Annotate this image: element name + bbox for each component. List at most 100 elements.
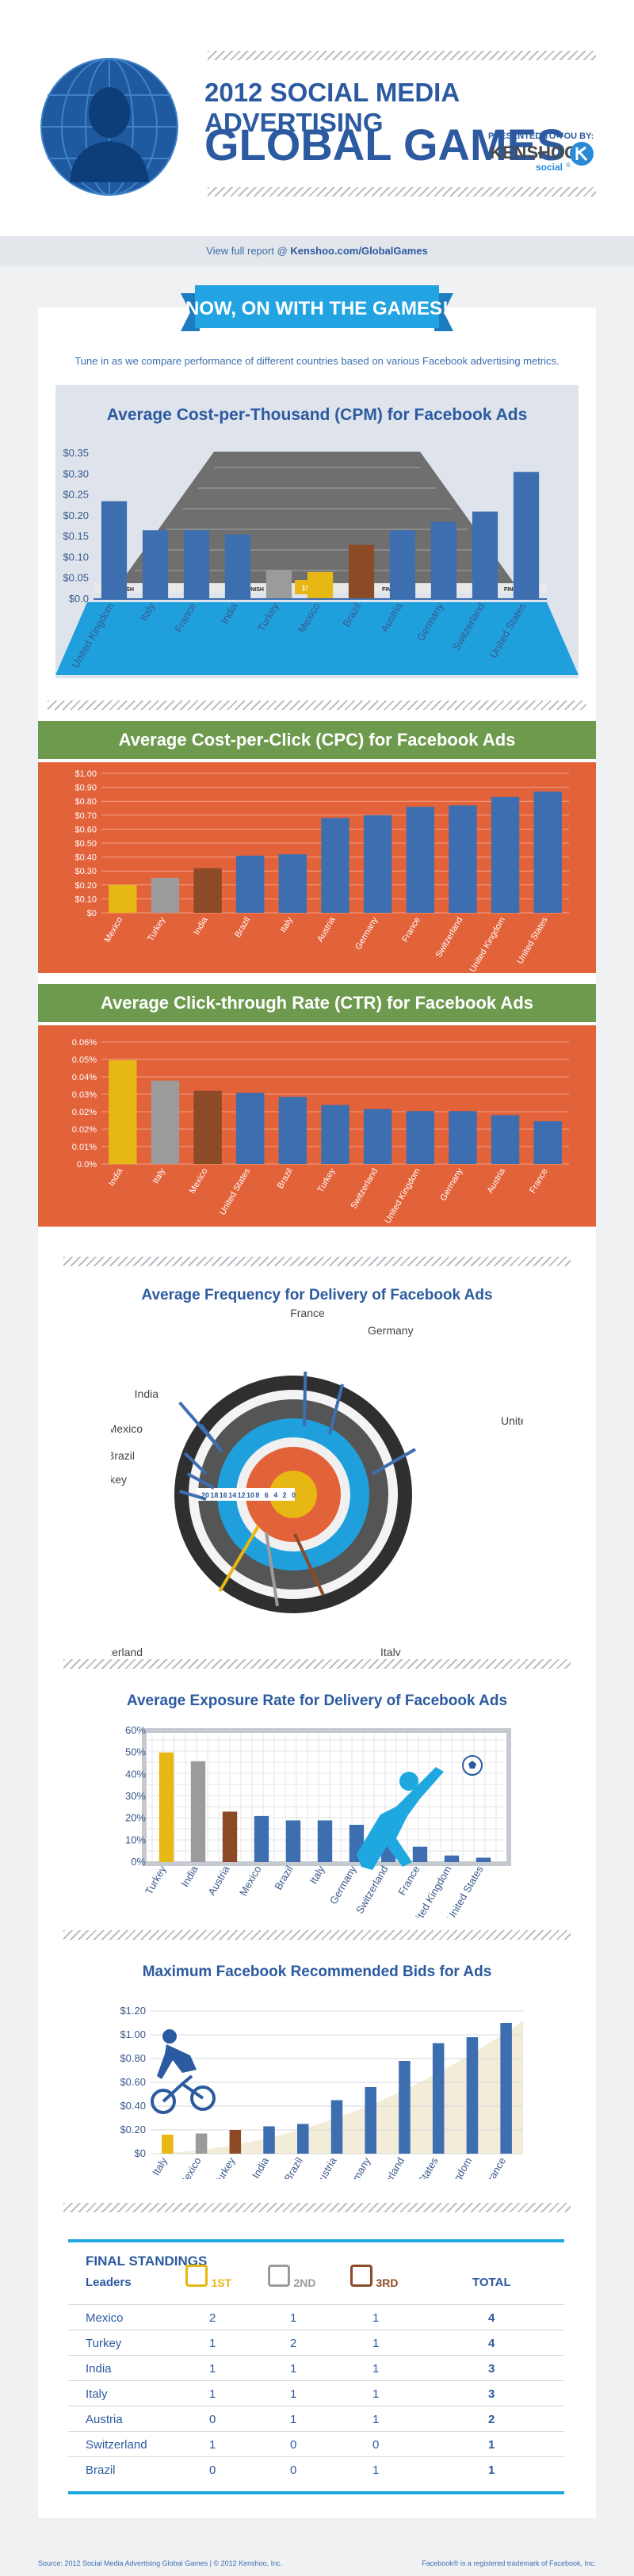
header-total: TOTAL — [472, 2276, 511, 2289]
footer-trademark: Facebook® is a registered trademark of F… — [422, 2559, 596, 2567]
cpm-bar-mexico — [307, 571, 334, 599]
bids-bar-austria — [330, 2100, 343, 2154]
exp-bar-brazil — [285, 1820, 301, 1862]
standings-medal-count: 0 — [290, 2438, 297, 2452]
standings-medal-count: 0 — [372, 2438, 380, 2452]
banner-text: NOW, ON WITH THE GAMES! — [185, 298, 449, 319]
header-2nd: 2ND — [268, 2265, 315, 2291]
standings-row: Mexico 2 1 1 4 — [68, 2304, 564, 2330]
arrow-mexico — [183, 1452, 208, 1475]
standings-country: Mexico — [86, 2311, 124, 2325]
arrow-france — [303, 1371, 307, 1427]
arrow-united-states — [372, 1448, 416, 1475]
standings-medal-count: 1 — [290, 2311, 297, 2325]
cpm-ytick: $0.15 — [63, 530, 89, 542]
exp-xlabel: France — [395, 1864, 422, 1898]
standings-country: India — [86, 2362, 112, 2376]
cpc-xlabel: United States — [515, 915, 550, 966]
ctr-bar-india — [109, 1060, 137, 1164]
footer-source: Source: 2012 Social Media Advertising Gl… — [38, 2559, 283, 2567]
cpc-xlabel: Switzerland — [434, 916, 465, 960]
header-hatch-bottom — [208, 187, 596, 197]
cpc-ytick: $0.70 — [74, 811, 97, 821]
exp-bar-india — [190, 1761, 206, 1862]
standings-medal-count: 1 — [372, 2463, 380, 2477]
ctr-xlabel: Turkey — [316, 1166, 338, 1194]
bids-ytick: $0.80 — [120, 2052, 146, 2064]
cpc-bar-united-states — [533, 791, 562, 913]
report-prefix: View full report @ — [206, 245, 291, 257]
exp-title: Average Exposure Rate for Delivery of Fa… — [126, 1693, 508, 1709]
cpm-finish-label: FINISH — [504, 587, 522, 593]
cpc-xlabel: Germany — [353, 915, 380, 952]
cpc-ytick: $0 — [87, 909, 97, 918]
cpc-bar-germany — [363, 815, 392, 913]
header-1st: 1ST — [185, 2265, 231, 2291]
cpm-title: Average Cost-per-Thousand (CPM) for Face… — [106, 406, 528, 424]
standings-medal-count: 1 — [290, 2362, 297, 2376]
cpc-ytick: $0.20 — [74, 881, 97, 891]
exp-bar-italy — [317, 1820, 333, 1862]
freq-label-italy: Italy — [380, 1646, 401, 1656]
bids-bar-united-kingdom — [466, 2037, 479, 2154]
cpc-xlabel: Mexico — [103, 916, 125, 945]
arrow-switzerland — [218, 1525, 260, 1593]
freq-label-switzerland: Switzerland — [111, 1646, 143, 1656]
report-bar: View full report @ Kenshoo.com/GlobalGam… — [0, 236, 634, 266]
profile-globe-icon — [40, 58, 178, 196]
cpm-ytick: $0.25 — [63, 489, 89, 501]
cpc-bar-brazil — [236, 855, 265, 913]
cpc-xlabel: Brazil — [233, 916, 252, 940]
exp-xlabel: Turkey — [143, 1864, 169, 1897]
standings-total: 4 — [488, 2311, 495, 2325]
exp-xlabel: Austria — [205, 1863, 232, 1897]
bids-xlabel: France — [482, 2155, 508, 2179]
exp-bar-united-kingdom — [444, 1855, 460, 1862]
cpm-bar-france — [183, 530, 210, 599]
header-hatch-top — [208, 51, 596, 60]
bids-bar-india — [263, 2126, 275, 2154]
cpc-bar-italy — [278, 854, 307, 913]
bids-bar-switzerland — [399, 2061, 411, 2154]
standings-total: 3 — [488, 2387, 495, 2401]
ctr-xlabel: United States — [218, 1166, 253, 1217]
cpm-bar-italy — [142, 530, 169, 599]
ctr-xlabel: France — [528, 1167, 550, 1196]
header-leaders: Leaders — [86, 2276, 132, 2289]
ctr-ytick: 0.02% — [72, 1108, 97, 1117]
standings-total: 1 — [488, 2438, 495, 2452]
bids-xlabel: India — [250, 2154, 271, 2179]
cpc-xlabel: France — [400, 916, 422, 945]
exp-hatch — [63, 1659, 571, 1669]
exp-xlabel: Switzerland — [353, 1864, 391, 1916]
standings-country: Austria — [86, 2413, 123, 2426]
cpm-bar-switzerland — [472, 511, 498, 599]
ctr-title: Average Click-through Rate (CTR) for Fac… — [101, 993, 533, 1013]
bids-xlabel: United States — [399, 2155, 441, 2179]
ctr-xlabel: Switzerland — [349, 1167, 380, 1211]
ring-label: 8 — [255, 1491, 259, 1499]
brand-mark: ® — [566, 162, 571, 169]
freq-label-mexico: Mexico — [111, 1422, 143, 1435]
standings-title: FINAL STANDINGS — [86, 2254, 208, 2269]
cpc-bar-united-kingdom — [491, 796, 520, 913]
bids-ytick: $0.20 — [120, 2124, 146, 2135]
ring-label: 14 — [228, 1491, 236, 1499]
bids-xlabel: Turkey — [212, 2155, 238, 2179]
kenshoo-logo: KENSHOO social ® — [490, 143, 578, 173]
bids-bar-germany — [365, 2087, 376, 2154]
standings-medal-count: 1 — [209, 2362, 216, 2376]
bids-chart: $0 $0.20 $0.40 $0.60 $0.80 $1.00 $1.20 Italy Mex… — [120, 2005, 523, 2179]
standings-medal-count: 1 — [372, 2337, 380, 2350]
report-link[interactable]: Kenshoo.com/GlobalGames — [290, 245, 428, 257]
intro-text: Tune in as we compare performance of dif… — [74, 355, 560, 367]
title-line2: GLOBAL GAMES — [204, 120, 567, 170]
cpc-ytick: $0.10 — [74, 895, 97, 904]
cpm-bar-brazil — [348, 544, 375, 599]
standings-medal-count: 0 — [209, 2413, 216, 2426]
cpc-bar-turkey — [151, 878, 180, 913]
standings-row: Switzerland 1 0 0 1 — [68, 2431, 564, 2457]
gold-thumb-icon — [185, 2265, 208, 2287]
bids-bar-turkey — [229, 2130, 242, 2154]
freq-title: Average Frequency for Delivery of Facebo… — [141, 1287, 493, 1303]
